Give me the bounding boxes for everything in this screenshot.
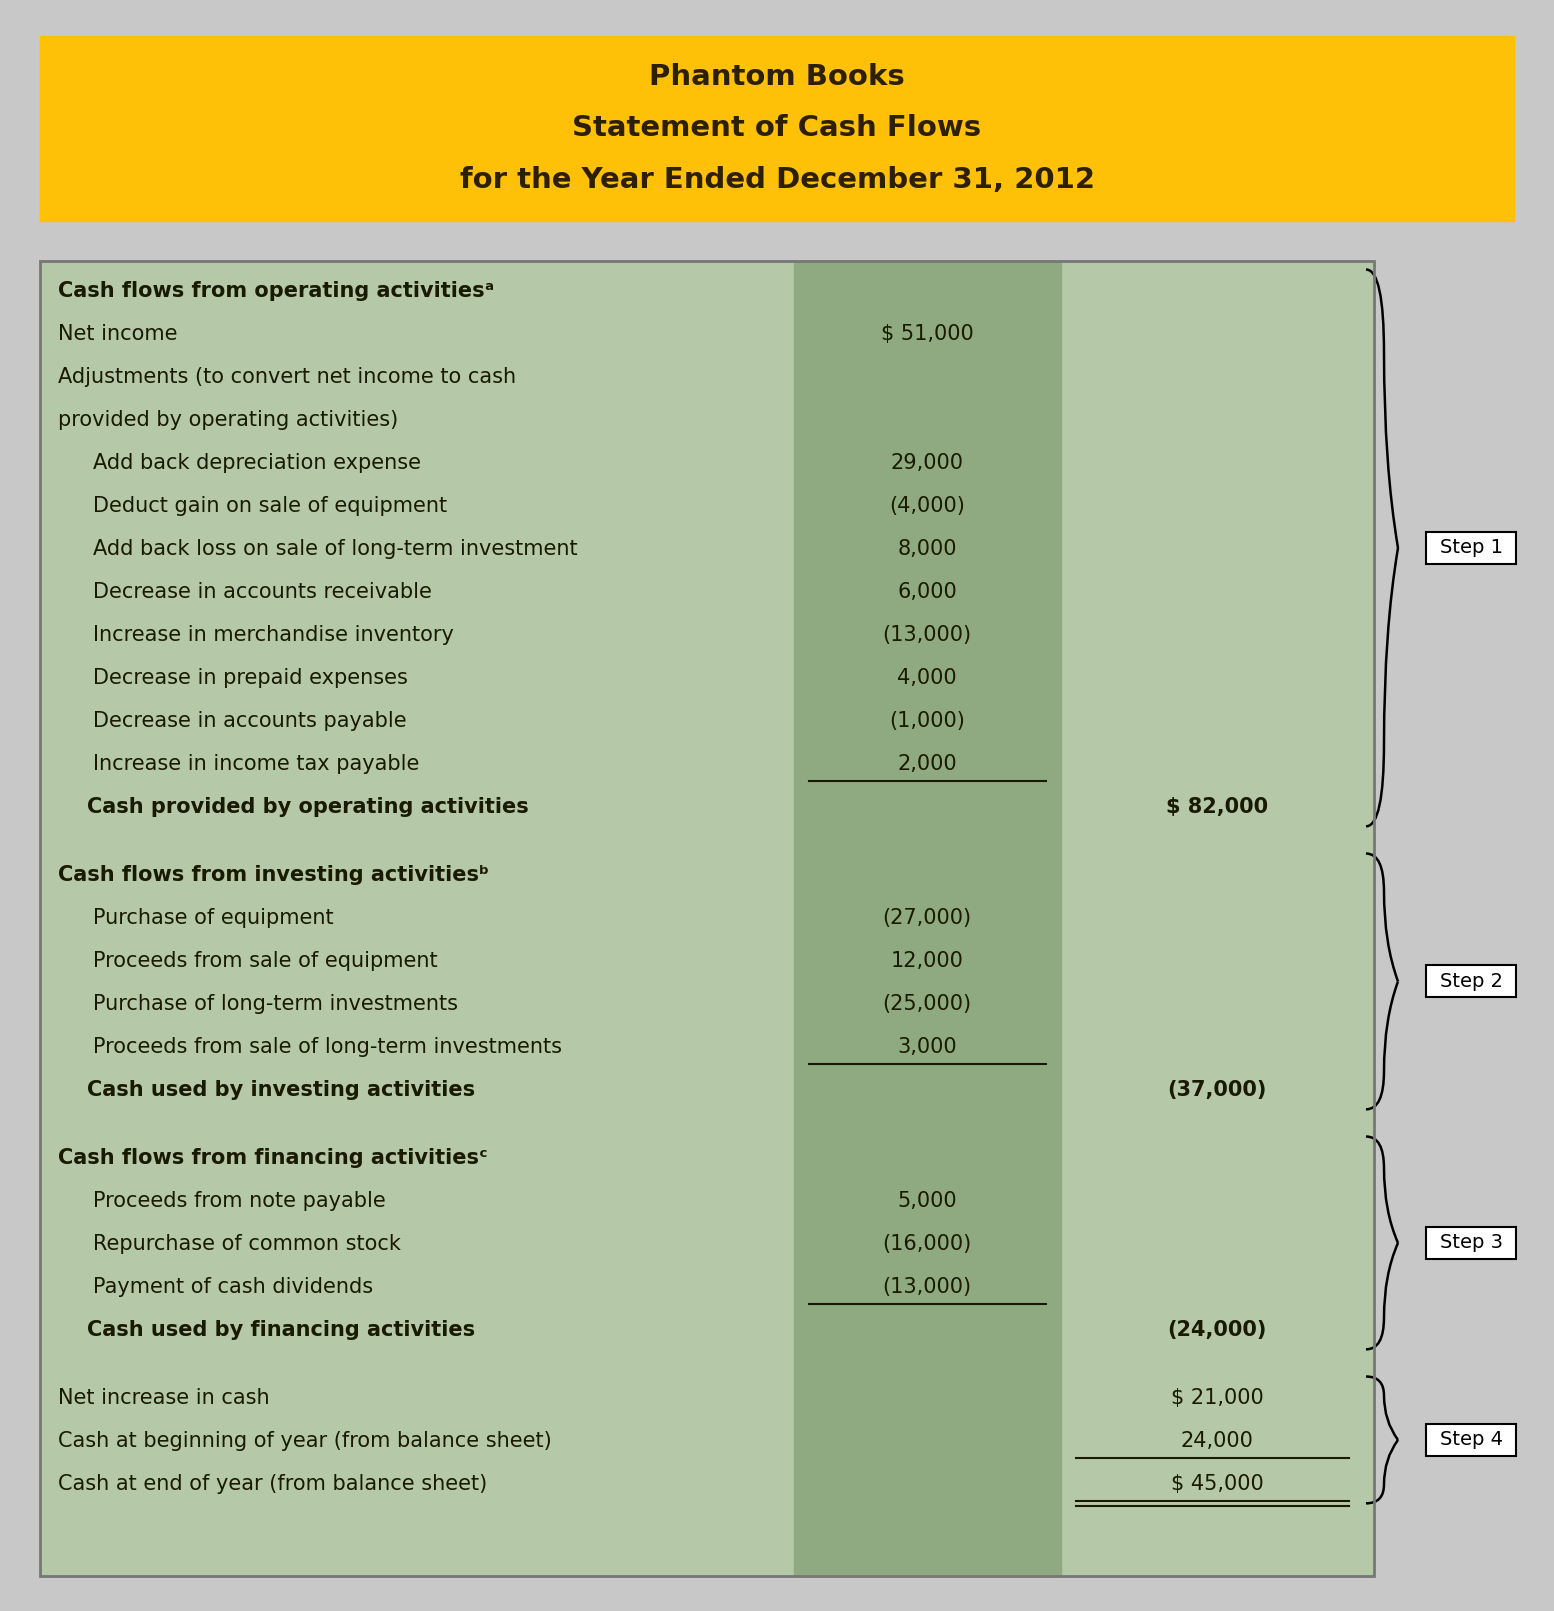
Text: (27,000): (27,000): [883, 909, 971, 928]
Text: 3,000: 3,000: [897, 1037, 957, 1057]
Text: Proceeds from sale of equipment: Proceeds from sale of equipment: [93, 950, 438, 971]
Text: Purchase of equipment: Purchase of equipment: [93, 909, 334, 928]
Text: Net increase in cash: Net increase in cash: [57, 1389, 270, 1408]
Text: Decrease in accounts receivable: Decrease in accounts receivable: [93, 582, 432, 603]
Text: Adjustments (to convert net income to cash: Adjustments (to convert net income to ca…: [57, 367, 516, 387]
Text: Cash used by investing activities: Cash used by investing activities: [57, 1079, 476, 1100]
Text: Proceeds from note payable: Proceeds from note payable: [93, 1191, 385, 1211]
Text: $ 51,000: $ 51,000: [881, 324, 973, 345]
Text: 8,000: 8,000: [897, 540, 957, 559]
Text: Cash used by financing activities: Cash used by financing activities: [57, 1319, 476, 1340]
FancyBboxPatch shape: [1427, 532, 1517, 564]
FancyBboxPatch shape: [1427, 1424, 1517, 1456]
Text: (4,000): (4,000): [889, 496, 965, 516]
FancyBboxPatch shape: [1427, 965, 1517, 997]
Text: Repurchase of common stock: Repurchase of common stock: [93, 1234, 401, 1253]
Text: Step 4: Step 4: [1439, 1431, 1503, 1450]
Text: Statement of Cash Flows: Statement of Cash Flows: [572, 114, 982, 142]
Text: Increase in income tax payable: Increase in income tax payable: [93, 754, 420, 773]
Text: (13,000): (13,000): [883, 1278, 971, 1297]
Text: 4,000: 4,000: [897, 669, 957, 688]
Text: Payment of cash dividends: Payment of cash dividends: [93, 1278, 373, 1297]
Text: Deduct gain on sale of equipment: Deduct gain on sale of equipment: [93, 496, 448, 516]
Text: $ 21,000: $ 21,000: [1170, 1389, 1263, 1408]
Text: Cash flows from investing activitiesᵇ: Cash flows from investing activitiesᵇ: [57, 865, 490, 884]
Text: Proceeds from sale of long-term investments: Proceeds from sale of long-term investme…: [93, 1037, 563, 1057]
Bar: [40, 261, 1374, 1576]
Text: (1,000): (1,000): [889, 710, 965, 731]
Text: Cash provided by operating activities: Cash provided by operating activities: [57, 797, 528, 817]
Text: Increase in merchandise inventory: Increase in merchandise inventory: [93, 625, 454, 644]
Text: (25,000): (25,000): [883, 994, 971, 1013]
Text: (13,000): (13,000): [883, 625, 971, 644]
Text: Purchase of long-term investments: Purchase of long-term investments: [93, 994, 458, 1013]
Text: Cash at beginning of year (from balance sheet): Cash at beginning of year (from balance …: [57, 1431, 552, 1452]
Text: 2,000: 2,000: [897, 754, 957, 773]
Bar: [40, 261, 1374, 1576]
Text: (37,000): (37,000): [1167, 1079, 1267, 1100]
Text: 6,000: 6,000: [897, 582, 957, 603]
FancyBboxPatch shape: [1427, 1228, 1517, 1258]
Text: Decrease in accounts payable: Decrease in accounts payable: [93, 710, 407, 731]
Text: Net income: Net income: [57, 324, 177, 345]
Bar: [794, 261, 1060, 1576]
Text: Cash at end of year (from balance sheet): Cash at end of year (from balance sheet): [57, 1474, 488, 1493]
Text: 5,000: 5,000: [897, 1191, 957, 1211]
Text: (16,000): (16,000): [883, 1234, 971, 1253]
Text: 24,000: 24,000: [1181, 1431, 1254, 1452]
Text: 12,000: 12,000: [890, 950, 963, 971]
Text: provided by operating activities): provided by operating activities): [57, 411, 398, 430]
Text: Decrease in prepaid expenses: Decrease in prepaid expenses: [93, 669, 407, 688]
Text: Cash flows from operating activitiesᵃ: Cash flows from operating activitiesᵃ: [57, 280, 494, 301]
Text: $ 45,000: $ 45,000: [1170, 1474, 1263, 1493]
Text: Add back depreciation expense: Add back depreciation expense: [93, 453, 421, 474]
Text: $ 82,000: $ 82,000: [1166, 797, 1268, 817]
Text: Phantom Books: Phantom Books: [650, 63, 904, 90]
Text: 29,000: 29,000: [890, 453, 963, 474]
Bar: [40, 35, 1514, 221]
Text: Step 2: Step 2: [1439, 971, 1503, 991]
Text: Step 1: Step 1: [1439, 538, 1503, 557]
Text: Add back loss on sale of long-term investment: Add back loss on sale of long-term inves…: [93, 540, 578, 559]
Text: Cash flows from financing activitiesᶜ: Cash flows from financing activitiesᶜ: [57, 1149, 488, 1168]
Text: Step 3: Step 3: [1439, 1234, 1503, 1252]
Text: (24,000): (24,000): [1167, 1319, 1267, 1340]
Text: for the Year Ended December 31, 2012: for the Year Ended December 31, 2012: [460, 166, 1094, 195]
